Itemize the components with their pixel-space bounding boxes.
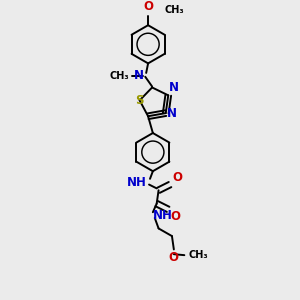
Text: CH₃: CH₃ bbox=[188, 250, 208, 260]
Text: NH: NH bbox=[127, 176, 147, 189]
Text: O: O bbox=[172, 171, 182, 184]
Text: N: N bbox=[169, 81, 179, 94]
Text: O: O bbox=[143, 0, 153, 13]
Text: O: O bbox=[170, 210, 180, 223]
Text: O: O bbox=[169, 251, 179, 264]
Text: NH: NH bbox=[153, 208, 173, 222]
Text: CH₃: CH₃ bbox=[164, 5, 184, 15]
Text: N: N bbox=[134, 69, 144, 82]
Text: S: S bbox=[135, 94, 144, 107]
Text: N: N bbox=[167, 106, 177, 120]
Text: CH₃: CH₃ bbox=[110, 71, 129, 81]
